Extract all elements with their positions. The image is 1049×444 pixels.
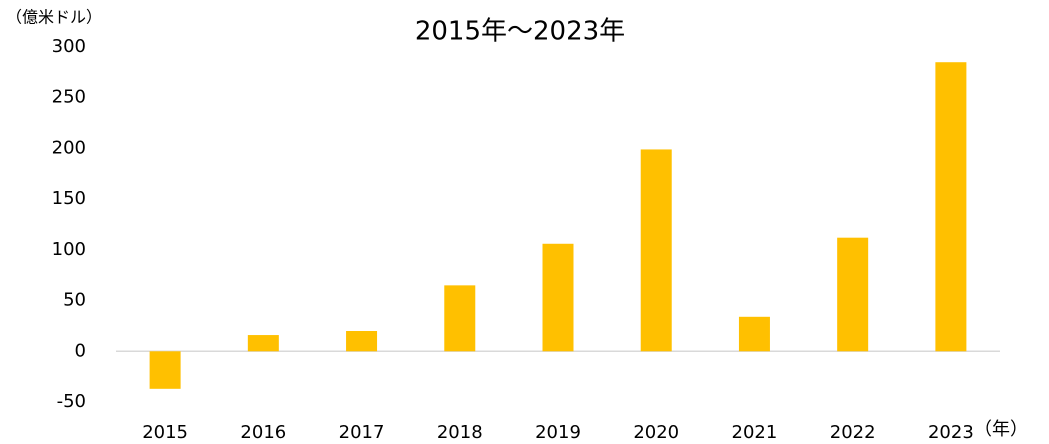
x-tick-label: 2019	[535, 422, 581, 443]
y-tick-label: 200	[52, 137, 86, 158]
y-tick-label: 150	[52, 188, 86, 209]
y-axis-label: （億米ドル）	[6, 8, 102, 27]
bar	[640, 149, 672, 352]
y-tick-label: 250	[52, 87, 86, 108]
bar	[247, 335, 279, 352]
x-tick-label: 2021	[732, 422, 778, 443]
bar	[346, 331, 378, 352]
chart-title: 2015年～2023年	[415, 17, 625, 47]
y-tick-label: 0	[75, 340, 86, 361]
x-tick-label: 2015	[142, 422, 188, 443]
x-tick-label: 2017	[339, 422, 385, 443]
bar	[837, 237, 869, 352]
y-tick-label: 300	[52, 36, 86, 57]
bar	[542, 243, 574, 352]
x-tick-label: 2018	[437, 422, 483, 443]
x-tick-label: 2023	[928, 422, 974, 443]
bar	[738, 316, 770, 352]
x-tick-label: 2016	[240, 422, 286, 443]
x-tick-label: 2020	[633, 422, 679, 443]
x-axis-label: （年）	[974, 419, 1028, 440]
bar	[444, 285, 476, 352]
x-tick-label: 2022	[830, 422, 876, 443]
y-tick-label: 100	[52, 239, 86, 260]
y-tick-label: 50	[63, 290, 86, 311]
bar	[935, 62, 967, 352]
bar	[149, 351, 181, 389]
y-tick-label: -50	[57, 391, 86, 412]
